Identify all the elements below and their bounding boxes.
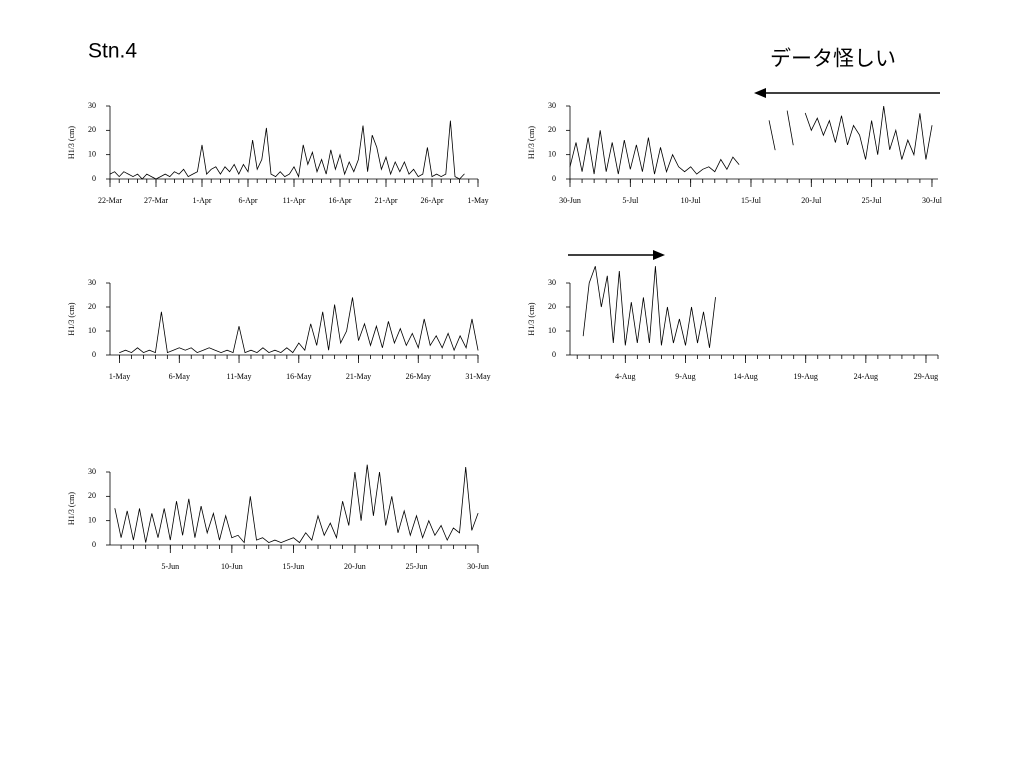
x-tick-label: 26-May <box>406 372 431 381</box>
x-tick-label: 1-Apr <box>192 196 211 205</box>
x-tick-label: 25-Jul <box>862 196 883 205</box>
x-tick-label: 14-Aug <box>733 372 757 381</box>
x-tick-label: 16-Apr <box>328 196 351 205</box>
x-tick-label: 22-Mar <box>98 196 122 205</box>
x-tick-label: 5-Jun <box>161 562 179 571</box>
x-tick-label: 24-Aug <box>854 372 878 381</box>
series-line <box>114 464 479 544</box>
x-tick-label: 20-Jul <box>801 196 822 205</box>
x-tick-label: 27-Mar <box>144 196 168 205</box>
y-tick-label: 20 <box>88 491 96 500</box>
x-tick-label: 21-May <box>346 372 371 381</box>
x-tick-label: 21-Apr <box>374 196 397 205</box>
x-tick-label: 10-Jun <box>221 562 243 571</box>
x-tick-label: 4-Aug <box>615 372 635 381</box>
series-line <box>569 105 933 175</box>
series-line <box>109 120 465 180</box>
x-tick-label: 16-May <box>286 372 311 381</box>
y-tick-label: 20 <box>88 302 96 311</box>
x-tick-label: 11-May <box>227 372 252 381</box>
x-tick-label: 6-Apr <box>238 196 257 205</box>
series-line <box>582 266 716 348</box>
x-tick-label: 1-May <box>467 196 488 205</box>
y-tick-label: 10 <box>88 149 96 158</box>
x-tick-label: 5-Jul <box>622 196 639 205</box>
x-tick-label: 15-Jul <box>741 196 762 205</box>
x-tick-label: 25-Jun <box>406 562 428 571</box>
x-tick-label: 26-Apr <box>420 196 443 205</box>
x-tick-label: 10-Jul <box>681 196 702 205</box>
x-tick-label: 19-Aug <box>793 372 817 381</box>
y-tick-label: 0 <box>552 174 556 183</box>
x-tick-label: 15-Jun <box>282 562 304 571</box>
y-tick-label: 30 <box>548 278 556 287</box>
y-tick-label: 20 <box>548 125 556 134</box>
y-axis-label: H1/3 (cm) <box>527 302 536 335</box>
x-tick-label: 30-Jun <box>467 562 489 571</box>
y-tick-label: 0 <box>92 350 96 359</box>
arrow-left <box>754 88 940 98</box>
y-axis-label: H1/3 (cm) <box>67 126 76 159</box>
y-axis-label: H1/3 (cm) <box>527 126 536 159</box>
x-tick-label: 20-Jun <box>344 562 366 571</box>
slide-title: Stn.4 <box>88 40 137 63</box>
y-tick-label: 30 <box>548 101 556 110</box>
note: データ怪しい <box>770 48 896 71</box>
y-tick-label: 30 <box>88 278 96 287</box>
y-tick-label: 30 <box>88 101 96 110</box>
y-tick-label: 10 <box>548 149 556 158</box>
x-tick-label: 29-Aug <box>914 372 938 381</box>
x-tick-label: 9-Aug <box>675 372 695 381</box>
y-tick-label: 30 <box>88 467 96 476</box>
y-tick-label: 10 <box>88 326 96 335</box>
x-tick-label: 1-May <box>109 372 130 381</box>
y-tick-label: 20 <box>548 302 556 311</box>
x-tick-label: 30-Jun <box>559 196 581 205</box>
y-tick-label: 0 <box>552 350 556 359</box>
y-tick-label: 10 <box>548 326 556 335</box>
y-axis-label: H1/3 (cm) <box>67 492 76 525</box>
y-tick-label: 0 <box>92 174 96 183</box>
x-tick-label: 31-May <box>465 372 490 381</box>
x-tick-label: 11-Apr <box>283 196 306 205</box>
y-tick-label: 20 <box>88 125 96 134</box>
y-tick-label: 10 <box>88 515 96 524</box>
x-tick-label: 6-May <box>169 372 190 381</box>
arrow-right <box>568 250 665 260</box>
series-line <box>119 297 479 354</box>
y-axis-label: H1/3 (cm) <box>67 302 76 335</box>
x-tick-label: 30-Jul <box>922 196 943 205</box>
y-tick-label: 0 <box>92 540 96 549</box>
